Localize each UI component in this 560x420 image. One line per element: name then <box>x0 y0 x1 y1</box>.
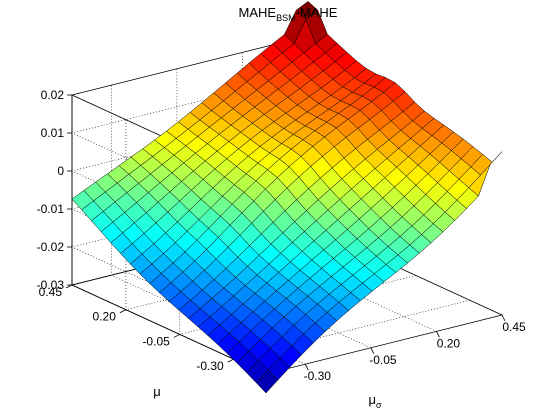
surface-patch <box>71 190 94 211</box>
y-tick-label: 0.20 <box>93 310 117 324</box>
x-tick-label: -0.05 <box>369 353 397 367</box>
z-tick-label: 0 <box>57 164 64 178</box>
y-tick-label: -0.30 <box>196 359 224 373</box>
x-tick-label: 0.45 <box>502 320 526 334</box>
x-tick-mark <box>436 331 440 338</box>
x-tick-mark <box>370 347 375 354</box>
chart-title: MAHEBSM-MAHE <box>239 5 338 23</box>
y-tick-mark <box>65 284 73 289</box>
z-tick-label: 0.01 <box>41 126 65 140</box>
y-tick-mark <box>173 334 180 338</box>
x-tick-label: -0.30 <box>304 369 332 383</box>
z-tick-label: -0.01 <box>37 202 65 216</box>
y-axis-label: μ <box>153 384 161 399</box>
x-axis-label: μσ <box>368 392 382 410</box>
x-grid-line <box>111 85 306 365</box>
z-tick-label: 0.02 <box>41 88 65 102</box>
x-tick-label: 0.20 <box>437 336 461 350</box>
x-tick-mark <box>304 363 309 371</box>
y-tick-mark <box>227 358 234 363</box>
y-tick-mark <box>119 309 127 314</box>
y-tick-label: 0.45 <box>39 285 63 299</box>
y-tick-label: -0.05 <box>142 334 170 348</box>
tick-labels: -0.30-0.050.200.45-0.30-0.050.200.45-0.0… <box>37 88 526 383</box>
surface-mesh <box>71 1 503 394</box>
z-tick-label: -0.03 <box>37 278 65 292</box>
x-tick-mark <box>501 314 506 322</box>
z-tick-label: -0.02 <box>37 240 65 254</box>
